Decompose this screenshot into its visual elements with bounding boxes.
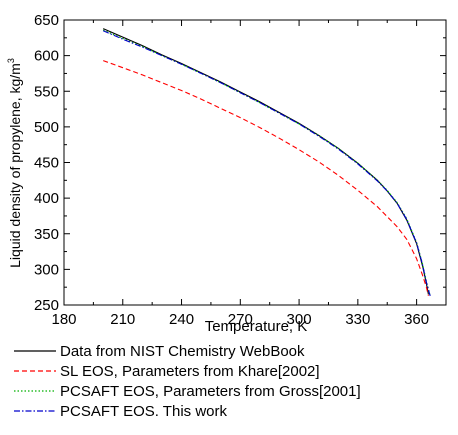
y-tick-label-3: 400 <box>34 190 59 207</box>
legend-label-1: SL EOS, Parameters from Khare[2002] <box>60 363 320 380</box>
y-axis-label-superscript: 3 <box>6 58 16 63</box>
legend-label-2: PCSAFT EOS, Parameters from Gross[2001] <box>60 383 361 400</box>
y-axis-label: Liquid density of propylene, kg/m3 <box>6 58 23 268</box>
y-tick-label-2: 350 <box>34 226 59 243</box>
y-tick-label-4: 450 <box>34 155 59 172</box>
x-tick-label-6: 360 <box>404 311 429 328</box>
x-tick-label-1: 210 <box>110 311 135 328</box>
x-tick-label-2: 240 <box>169 311 194 328</box>
y-tick-label-0: 250 <box>34 297 59 314</box>
series-line-1 <box>103 60 429 296</box>
y-tick-label-5: 500 <box>34 119 59 136</box>
y-tick-label-6: 550 <box>34 83 59 100</box>
x-tick-label-5: 330 <box>345 311 370 328</box>
plot-area <box>102 28 431 297</box>
y-tick-label-8: 650 <box>34 12 59 29</box>
legend: Data from NIST Chemistry WebBook SL EOS, … <box>14 343 361 420</box>
series-line-3 <box>102 30 431 297</box>
legend-label-0: Data from NIST Chemistry WebBook <box>60 343 305 360</box>
x-tick-label-0: 180 <box>51 311 76 328</box>
axes: 180 210 240 270 300 330 360 250 300 350 400 450 500 5… <box>34 12 446 328</box>
y-axis-label-main: Liquid density of propylene, kg/m <box>7 63 23 268</box>
x-axis-label: Temperature, K <box>205 318 308 335</box>
y-tick-label-7: 600 <box>34 48 59 65</box>
legend-label-3: PCSAFT EOS. This work <box>60 403 227 420</box>
x-tick-label-4: 300 <box>287 311 312 328</box>
x-tick-label-3: 270 <box>228 311 253 328</box>
y-tick-label-1: 300 <box>34 261 59 278</box>
